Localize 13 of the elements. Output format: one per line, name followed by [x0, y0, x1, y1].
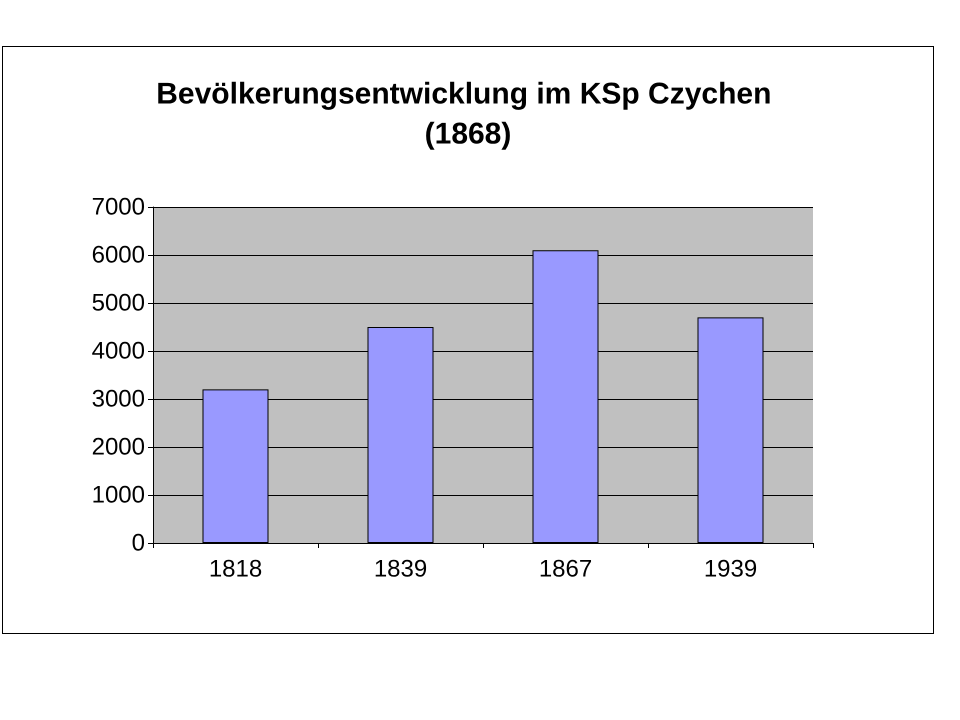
y-tick-label: 1000 [92, 482, 145, 508]
y-tick-label: 2000 [92, 434, 145, 460]
y-tick-label: 0 [132, 530, 145, 556]
y-tick-label: 4000 [92, 338, 145, 364]
y-tick-label: 5000 [92, 290, 145, 316]
y-tick-label: 7000 [92, 194, 145, 220]
x-tick-label: 1867 [538, 556, 592, 582]
x-tick-label: 1818 [208, 556, 262, 582]
chart-title: Bevölkerungsentwicklung im KSp Czychen (1868) [156, 78, 780, 150]
y-tick-label: 3000 [92, 386, 145, 412]
x-tick-label: 1839 [374, 556, 428, 582]
y-tick-label: 6000 [92, 242, 145, 268]
x-tick-label: 1939 [704, 556, 758, 582]
